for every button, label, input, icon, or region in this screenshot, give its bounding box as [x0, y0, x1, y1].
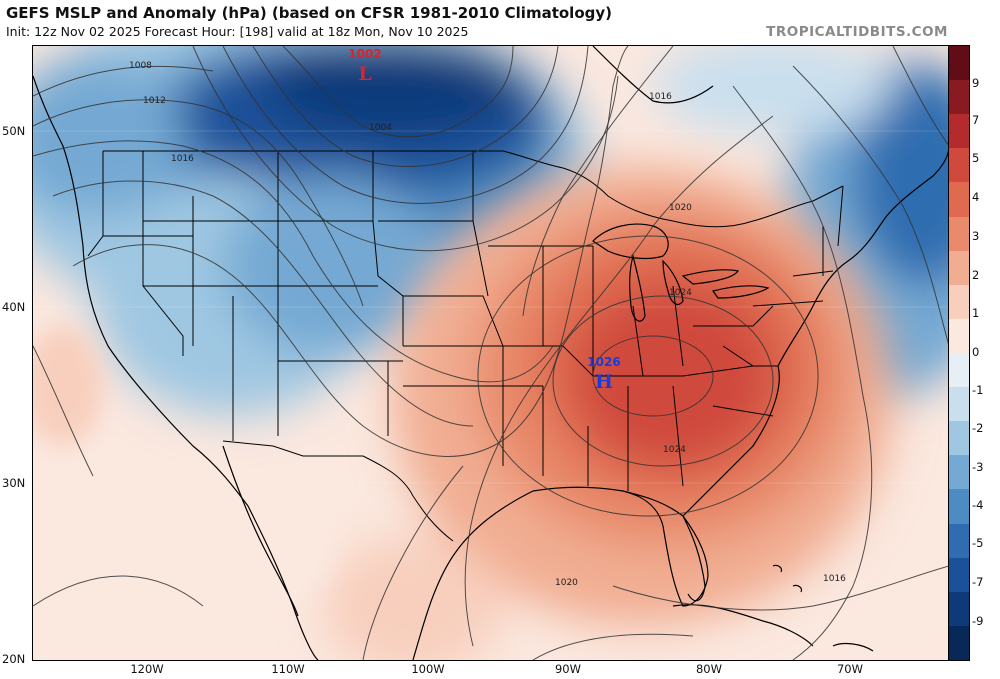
lat-label-40n: 40N — [2, 300, 26, 314]
colorbar-segment — [949, 250, 969, 285]
isobar-labels: 1008 1012 1004 1016 1016 1020 1024 1024 … — [129, 61, 846, 588]
isobar-label: 1008 — [129, 61, 152, 71]
colorbar-segment — [949, 284, 969, 319]
lon-label-100w: 100W — [411, 662, 445, 676]
colorbar-segment — [949, 421, 969, 456]
colorbar-segment — [949, 455, 969, 490]
isobar-label: 1004 — [369, 123, 392, 133]
colorbar-segment — [949, 387, 969, 422]
colorbar-label: 3 — [972, 229, 980, 243]
lat-label-50n: 50N — [2, 124, 26, 138]
low-pressure-marker: 1002 L — [348, 47, 381, 85]
isobar-label: 1024 — [663, 445, 686, 455]
state-borders — [87, 150, 844, 542]
map-title: GEFS MSLP and Anomaly (hPa) (based on CF… — [6, 4, 612, 22]
lat-label-30n: 30N — [2, 476, 26, 490]
isobar-label: 1024 — [669, 288, 692, 298]
colorbar-segment — [949, 557, 969, 592]
colorbar-segment — [949, 625, 969, 660]
colorbar-label: 7 — [972, 113, 980, 127]
map-subtitle: Init: 12z Nov 02 2025 Forecast Hour: [19… — [6, 24, 469, 39]
pressure-anomaly-map: 1008 1012 1004 1016 1016 1020 1024 1024 … — [32, 45, 950, 661]
isobar-label: 1020 — [555, 578, 578, 588]
lon-label-70w: 70W — [836, 662, 864, 676]
isobar-label: 1012 — [143, 96, 166, 106]
colorbar-segment — [949, 148, 969, 183]
colorbar-segment — [949, 46, 969, 81]
lon-label-80w: 80W — [695, 662, 723, 676]
colorbar-label: -4 — [972, 498, 984, 512]
map-canvas: 1008 1012 1004 1016 1016 1020 1024 1024 … — [33, 46, 949, 660]
high-pressure-marker: 1026 H — [587, 355, 620, 393]
colorbar-label: -1 — [972, 383, 984, 397]
low-pressure-value: 1002 — [348, 47, 381, 61]
isobar-label: 1020 — [669, 203, 692, 213]
colorbar-label: 2 — [972, 268, 980, 282]
colorbar-segment — [949, 216, 969, 251]
colorbar-label: -3 — [972, 460, 984, 474]
colorbar-label: -5 — [972, 536, 984, 550]
low-pressure-letter: L — [358, 63, 371, 85]
high-pressure-value: 1026 — [587, 355, 620, 369]
isobars — [33, 46, 949, 660]
colorbar-label: 4 — [972, 190, 980, 204]
colorbar-segment — [949, 318, 969, 353]
colorbar-segment — [949, 523, 969, 558]
lon-label-110w: 110W — [271, 662, 305, 676]
colorbar-segment — [949, 591, 969, 626]
colorbar-label: -2 — [972, 421, 984, 435]
brand-watermark: TROPICALTIDBITS.COM — [766, 24, 948, 40]
colorbar-segment — [949, 80, 969, 115]
high-pressure-letter: H — [595, 371, 613, 393]
colorbar-label: 1 — [972, 306, 980, 320]
colorbar-segment — [949, 352, 969, 388]
colorbar-segment — [949, 182, 969, 217]
lon-label-90w: 90W — [554, 662, 582, 676]
coastlines — [33, 46, 949, 660]
colorbar-segment — [949, 489, 969, 524]
colorbar-label: -9 — [972, 614, 984, 628]
lon-label-120w: 120W — [130, 662, 164, 676]
isobar-label: 1016 — [171, 154, 194, 164]
isobar-label: 1016 — [649, 92, 672, 102]
anomaly-colorbar — [948, 45, 970, 661]
colorbar-label: -7 — [972, 575, 984, 589]
colorbar-label: 9 — [972, 76, 980, 90]
colorbar-label: 5 — [972, 151, 980, 165]
anomaly-shading — [33, 46, 949, 660]
colorbar-label: 0 — [972, 345, 980, 359]
colorbar-segment — [949, 114, 969, 149]
isobar-label: 1016 — [823, 574, 846, 584]
lat-label-20n: 20N — [2, 652, 26, 666]
